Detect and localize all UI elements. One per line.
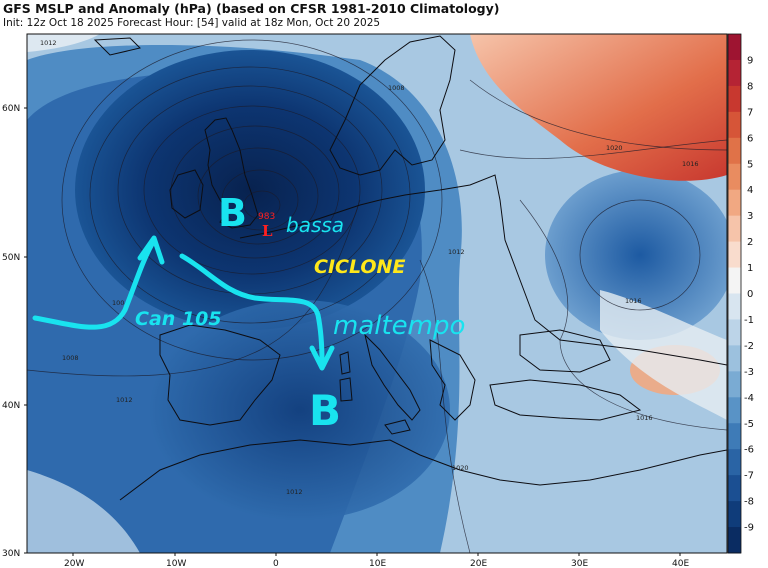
lon-label: 10E	[369, 559, 386, 568]
colorbar-label: -8	[744, 497, 754, 508]
svg-text:1008: 1008	[62, 354, 79, 362]
low-pressure-center: 983 L	[258, 212, 275, 240]
colorbar-segment	[728, 319, 741, 346]
colorbar-label: 7	[747, 107, 753, 118]
colorbar-label: -4	[744, 393, 754, 404]
colorbar-segment	[728, 345, 741, 372]
colorbar-segment	[728, 267, 741, 294]
annotations: B B bassa CICLONE Can 105 maltempo	[32, 191, 465, 435]
arrow-north	[32, 241, 155, 330]
svg-text:1012: 1012	[116, 396, 133, 404]
lat-label: 60N	[2, 104, 20, 114]
lat-label: 40N	[2, 401, 20, 411]
colorbar-frame	[727, 33, 742, 554]
lon-label: 20W	[64, 559, 84, 568]
colorbar-label: 0	[747, 289, 753, 300]
lat-label: 50N	[2, 253, 20, 263]
svg-text:1004: 1004	[112, 299, 129, 307]
colorbar-label: 8	[747, 81, 753, 92]
svg-text:1020: 1020	[452, 464, 469, 472]
colorbar-label: 3	[747, 211, 753, 222]
svg-text:1016: 1016	[636, 414, 653, 422]
colorbar-segment	[728, 423, 741, 450]
colorbar-segment	[728, 371, 741, 398]
colorbar-segment	[728, 163, 741, 191]
svg-text:1008: 1008	[388, 84, 405, 92]
colorbar-segment	[728, 137, 741, 165]
colorbar-label: 2	[747, 237, 753, 248]
colorbar	[727, 33, 742, 554]
colorbar-label: -2	[744, 341, 754, 352]
label-can105: Can 105	[135, 308, 222, 330]
colorbar-label: 6	[747, 133, 753, 144]
label-maltempo: maltempo	[333, 311, 465, 341]
lon-label: 40E	[672, 559, 689, 568]
colorbar-segment	[728, 241, 741, 269]
label-ciclone: CICLONE	[314, 256, 405, 278]
lon-label: 20E	[470, 559, 487, 568]
colorbar-label: -7	[744, 471, 754, 482]
arrow-north-head	[137, 235, 165, 265]
svg-text:1016: 1016	[625, 297, 642, 305]
colorbar-label: 4	[747, 185, 753, 196]
isobars	[27, 39, 727, 553]
colorbar-label: 5	[747, 159, 753, 170]
colorbar-segment	[728, 189, 741, 217]
colorbar-segment	[728, 215, 741, 243]
coastlines	[93, 35, 727, 501]
colorbar-label: 9	[747, 55, 753, 66]
svg-text:1012: 1012	[448, 248, 465, 256]
isobar-labels: 1004 1008 1008 1012 1012 1012 1016 1016 …	[40, 39, 699, 496]
colorbar-label: -6	[744, 445, 754, 456]
lon-label: 10W	[166, 559, 186, 568]
colorbar-segment	[728, 59, 741, 87]
colorbar-label: 1	[747, 263, 753, 274]
colorbar-segment	[728, 293, 741, 320]
low-pressure-mark: L	[262, 222, 273, 240]
low-pressure-value: 983	[258, 212, 275, 222]
lon-label: 30E	[571, 559, 588, 568]
colorbar-segment	[728, 85, 741, 113]
label-b-south: B	[309, 386, 341, 435]
lat-label: 30N	[2, 549, 20, 559]
svg-text:1012: 1012	[40, 39, 57, 47]
colorbar-label: -9	[744, 523, 754, 534]
latitude-axis: 60N 50N 40N 30N	[2, 104, 27, 559]
lon-label: 0	[273, 559, 279, 568]
colorbar-segment	[728, 475, 741, 502]
colorbar-label: -5	[744, 419, 754, 430]
svg-text:1016: 1016	[682, 160, 699, 168]
colorbar-segment	[728, 111, 741, 139]
colorbar-labels: 9 8 7 6 5 4 3 2 1 0 -1 -2 -3 -4 -5 -6 -7 -8 -9	[744, 55, 754, 533]
svg-text:1020: 1020	[606, 144, 623, 152]
map-subtitle: Init: 12z Oct 18 2025 Forecast Hour: [54…	[3, 17, 381, 29]
arrow-south-head	[309, 345, 335, 371]
colorbar-segment	[728, 397, 741, 424]
colorbar-segment	[728, 527, 741, 554]
colorbar-segment	[728, 501, 741, 528]
colorbar-label: -3	[744, 367, 754, 378]
label-bassa: bassa	[286, 213, 344, 237]
label-b-north: B	[218, 191, 247, 235]
colorbar-segment	[728, 449, 741, 476]
colorbar-segment	[728, 34, 741, 61]
map-title: GFS MSLP and Anomaly (hPa) (based on CFS…	[3, 1, 500, 16]
svg-text:1012: 1012	[286, 488, 303, 496]
longitude-axis: 20W 10W 0 10E 20E 30E 40E	[64, 553, 689, 568]
colorbar-label: -1	[744, 315, 754, 326]
map-field: 1004 1008 1008 1012 1012 1012 1016 1016 …	[27, 34, 727, 553]
arrow-south	[179, 253, 325, 365]
